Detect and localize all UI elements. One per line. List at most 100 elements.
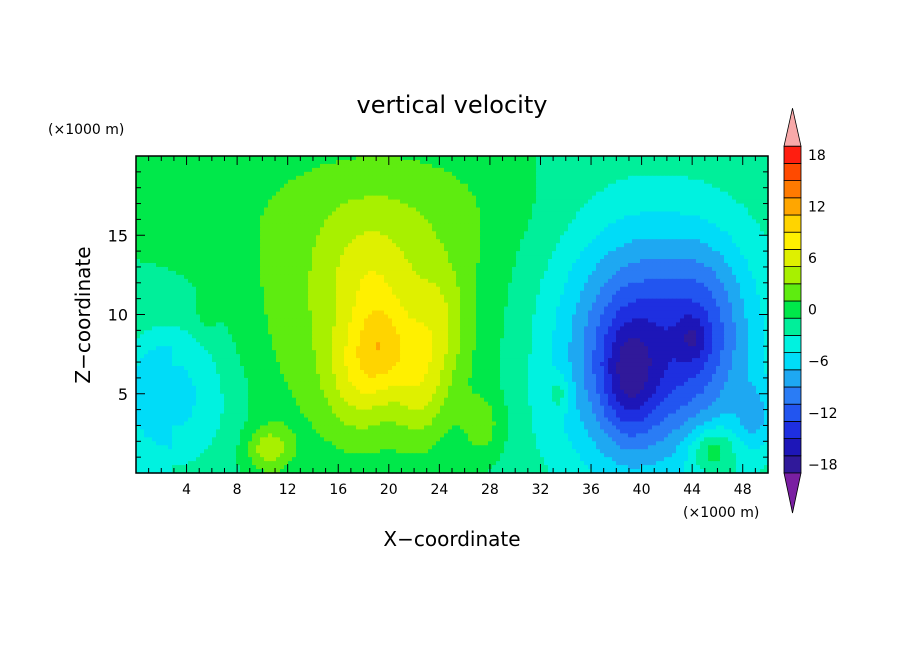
heatmap-cell	[760, 167, 765, 173]
heatmap-cell	[232, 183, 237, 189]
heatmap-cell	[564, 227, 569, 232]
heatmap-cell	[672, 187, 677, 193]
heatmap-cell	[520, 195, 525, 201]
heatmap-cell	[348, 239, 353, 244]
heatmap-cell	[296, 175, 301, 181]
heatmap-cell	[452, 262, 457, 268]
heatmap-cell	[256, 239, 261, 244]
heatmap-cell	[528, 199, 533, 205]
heatmap-cell	[144, 223, 149, 228]
heatmap-cell	[296, 278, 301, 284]
heatmap-cell	[508, 223, 513, 228]
heatmap-cell	[592, 179, 597, 185]
heatmap-cell	[676, 223, 681, 228]
heatmap-cell	[316, 239, 321, 244]
heatmap-cell	[360, 175, 365, 181]
heatmap-cell	[668, 187, 673, 193]
heatmap-cell	[352, 195, 357, 201]
heatmap-cell	[216, 219, 221, 224]
heatmap-cell	[588, 156, 593, 161]
heatmap-cell	[356, 231, 361, 236]
heatmap-cell	[432, 243, 437, 248]
heatmap-cell	[160, 171, 165, 177]
heatmap-cell	[452, 235, 457, 240]
heatmap-cell	[612, 259, 617, 264]
heatmap-cell	[316, 191, 321, 197]
heatmap-cell	[284, 159, 289, 165]
heatmap-cell	[264, 219, 269, 224]
heatmap-cell	[480, 239, 485, 244]
heatmap-cell	[420, 266, 425, 272]
heatmap-cell	[260, 227, 265, 232]
heatmap-cell	[712, 211, 717, 217]
heatmap-cell	[264, 274, 269, 280]
heatmap-cell	[592, 262, 597, 268]
heatmap-cell	[200, 183, 205, 189]
heatmap-cell	[500, 235, 505, 240]
heatmap-cell	[424, 227, 429, 232]
heatmap-cell	[380, 203, 385, 209]
heatmap-cell	[252, 223, 257, 228]
heatmap-cell	[764, 235, 769, 240]
heatmap-cell	[484, 163, 489, 169]
heatmap-cell	[404, 179, 409, 185]
heatmap-cell	[356, 278, 361, 284]
heatmap-cell	[696, 167, 701, 173]
heatmap-cell	[592, 156, 597, 161]
heatmap-cell	[760, 262, 765, 268]
heatmap-cell	[552, 223, 557, 228]
heatmap-cell	[292, 247, 297, 252]
heatmap-cell	[344, 251, 349, 256]
heatmap-cell	[628, 274, 633, 280]
heatmap-cell	[700, 219, 705, 224]
heatmap-cell	[204, 199, 209, 205]
heatmap-cell	[384, 223, 389, 228]
heatmap-cell	[516, 195, 521, 201]
heatmap-cell	[152, 159, 157, 165]
heatmap-cell	[188, 171, 193, 177]
heatmap-cell	[608, 167, 613, 173]
heatmap-cell	[496, 195, 501, 201]
heatmap-cell	[548, 227, 553, 232]
heatmap-cell	[200, 215, 205, 220]
heatmap-cell	[700, 251, 705, 256]
heatmap-cell	[700, 171, 705, 177]
heatmap-cell	[296, 251, 301, 256]
heatmap-cell	[476, 159, 481, 165]
heatmap-cell	[540, 219, 545, 224]
heatmap-cell	[320, 247, 325, 252]
heatmap-cell	[736, 195, 741, 201]
heatmap-cell	[596, 191, 601, 197]
heatmap-cell	[504, 156, 509, 161]
heatmap-cell	[188, 203, 193, 209]
heatmap-cell	[564, 251, 569, 256]
heatmap-cell	[740, 203, 745, 209]
heatmap-cell	[420, 195, 425, 201]
heatmap-cell	[684, 235, 689, 240]
heatmap-cell	[668, 255, 673, 260]
heatmap-cell	[240, 235, 245, 240]
heatmap-cell	[700, 215, 705, 220]
heatmap-cell	[252, 156, 257, 161]
heatmap-cell	[268, 251, 273, 256]
heatmap-cell	[676, 211, 681, 217]
heatmap-cell	[596, 175, 601, 181]
heatmap-cell	[268, 239, 273, 244]
heatmap-cell	[756, 159, 761, 165]
heatmap-cell	[392, 259, 397, 264]
heatmap-cell	[332, 183, 337, 189]
heatmap-cell	[156, 183, 161, 189]
heatmap-cell	[700, 231, 705, 236]
heatmap-cell	[456, 270, 461, 276]
heatmap-cell	[208, 195, 213, 201]
heatmap-cell	[680, 187, 685, 193]
heatmap-cell	[400, 183, 405, 189]
heatmap-cell	[144, 175, 149, 181]
heatmap-cell	[596, 223, 601, 228]
heatmap-cell	[504, 175, 509, 181]
heatmap-cell	[136, 191, 141, 197]
heatmap-cell	[692, 235, 697, 240]
heatmap-cell	[388, 251, 393, 256]
heatmap-cell	[288, 223, 293, 228]
heatmap-cell	[260, 159, 265, 165]
